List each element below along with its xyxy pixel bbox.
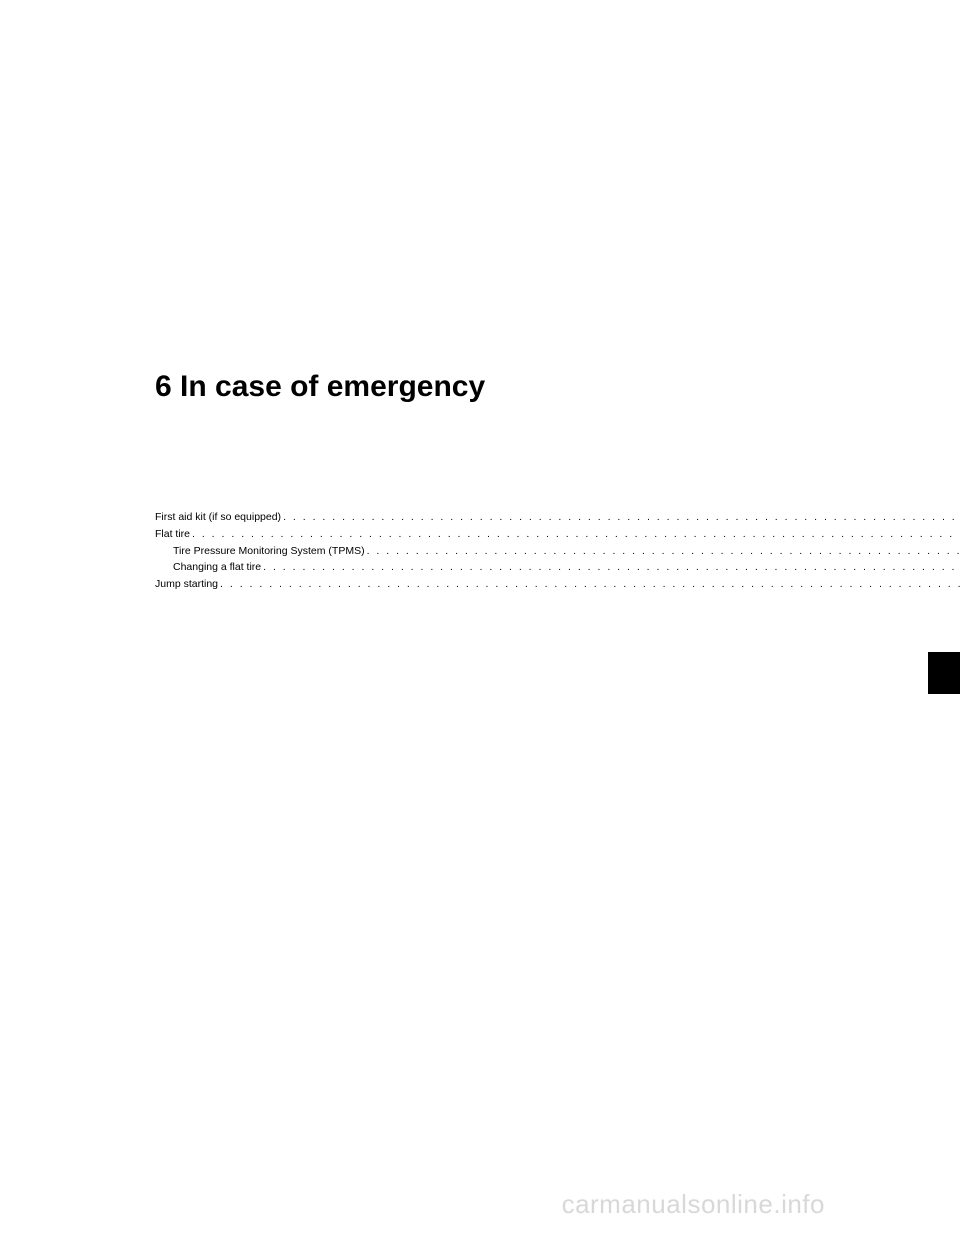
toc-entry: Tire Pressure Monitoring System (TPMS) 6… (155, 543, 960, 560)
toc-dots (263, 559, 960, 576)
toc-entry: Flat tire 6-2 (155, 526, 960, 543)
toc-label: Tire Pressure Monitoring System (TPMS) (173, 543, 365, 560)
page-container: 6 In case of emergency First aid kit (if… (0, 0, 960, 1242)
toc-left-column: First aid kit (if so equipped) 6-2 Flat … (155, 509, 960, 593)
toc-dots (367, 543, 960, 560)
toc-dots (220, 576, 960, 593)
chapter-title: 6 In case of emergency (155, 370, 825, 404)
toc-entry: Changing a flat tire 6-3 (155, 559, 960, 576)
toc-label: First aid kit (if so equipped) (155, 509, 281, 526)
toc-entry: First aid kit (if so equipped) 6-2 (155, 509, 960, 526)
toc-label: Jump starting (155, 576, 218, 593)
toc-dots (192, 526, 960, 543)
toc-label: Flat tire (155, 526, 190, 543)
toc-dots (283, 509, 960, 526)
watermark: carmanualsonline.info (562, 1189, 825, 1220)
toc-entry: Jump starting 6-8 (155, 576, 960, 593)
toc-label: Changing a flat tire (173, 559, 261, 576)
page-tab (928, 652, 960, 694)
table-of-contents: First aid kit (if so equipped) 6-2 Flat … (155, 509, 825, 593)
